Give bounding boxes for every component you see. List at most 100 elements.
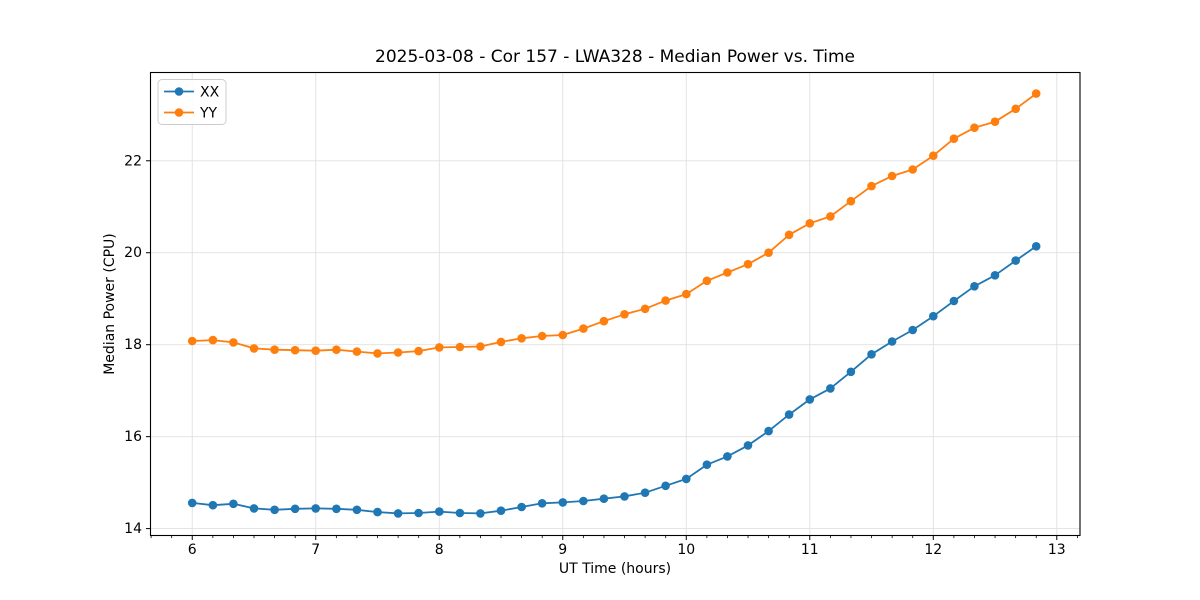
yy-marker	[496, 337, 506, 347]
yy-marker	[990, 117, 1000, 126]
yy-marker	[682, 289, 691, 299]
xx-marker	[764, 426, 773, 436]
series-xx	[187, 242, 1041, 518]
yy-marker	[476, 342, 485, 351]
yy-marker	[826, 212, 835, 221]
series-line-yy	[191, 92, 1038, 355]
yy-marker	[661, 296, 670, 305]
series-yy	[187, 89, 1041, 358]
yy-marker	[887, 171, 897, 181]
xx-marker	[661, 481, 670, 491]
xx-marker	[970, 282, 979, 291]
yy-marker	[784, 230, 794, 240]
y-tick-label: 16	[124, 429, 142, 445]
yy-marker	[846, 196, 856, 206]
yy-marker	[455, 342, 465, 352]
x-tick-label: 9	[558, 542, 567, 558]
y-tick-label: 22	[124, 153, 142, 169]
yy-marker	[208, 335, 218, 345]
xx-marker	[723, 452, 732, 461]
yy-marker	[743, 259, 753, 269]
x-tick-label: 10	[677, 542, 695, 558]
xx-marker	[435, 507, 444, 516]
xx-marker	[599, 494, 609, 504]
gridlines	[150, 72, 1080, 536]
xx-marker	[682, 474, 691, 484]
yy-marker	[929, 151, 938, 160]
legend-marker-sample	[174, 108, 184, 117]
yy-marker	[908, 165, 917, 174]
xx-marker	[537, 499, 547, 508]
axis-ticks: 6 7 8 9 10 11 12 13 14 16 18 20 22	[124, 153, 1078, 558]
xx-marker	[249, 504, 259, 513]
xx-marker	[949, 296, 959, 306]
yy-marker	[1031, 89, 1041, 98]
yy-marker	[270, 345, 279, 355]
xx-marker	[187, 498, 197, 508]
yy-marker	[640, 304, 650, 314]
yy-marker	[970, 123, 979, 132]
xx-marker	[476, 509, 485, 518]
yy-marker	[435, 343, 444, 352]
legend-marker-sample	[174, 87, 184, 96]
yy-marker	[332, 345, 341, 355]
chart-title: 2025-03-08 - Cor 157 - LWA328 - Median P…	[375, 47, 855, 67]
xx-marker	[373, 507, 382, 517]
xx-marker	[517, 502, 526, 512]
y-axis-label: Median Power (CPU)	[102, 233, 118, 375]
xx-marker	[579, 496, 588, 506]
yy-marker	[702, 276, 712, 286]
x-tick-label: 8	[435, 542, 444, 558]
xx-marker	[290, 504, 300, 514]
yy-marker	[311, 346, 321, 356]
x-tick-label: 6	[188, 542, 197, 558]
yy-marker	[373, 349, 382, 358]
xx-marker	[558, 498, 568, 507]
yy-marker	[393, 348, 403, 357]
yy-marker	[723, 268, 732, 277]
xx-marker	[887, 337, 897, 346]
yy-marker	[249, 344, 259, 353]
xx-marker	[229, 499, 238, 509]
yy-marker	[187, 336, 197, 346]
yy-marker	[805, 219, 815, 228]
xx-marker	[990, 271, 1000, 280]
x-tick-label: 12	[924, 542, 942, 558]
x-axis-label: UT Time (hours)	[558, 561, 672, 577]
yy-marker	[290, 345, 300, 355]
xx-marker	[208, 500, 218, 510]
yy-marker	[949, 134, 959, 143]
legend: XX YY	[157, 79, 227, 125]
xx-marker	[640, 488, 650, 498]
y-tick-label: 14	[124, 521, 142, 537]
plot-border	[149, 71, 1081, 537]
x-tick-label: 11	[801, 542, 819, 558]
x-tick-label: 7	[311, 542, 320, 558]
xx-marker	[826, 384, 835, 393]
y-tick-label: 20	[124, 245, 142, 261]
legend-label-yy: YY	[199, 106, 218, 122]
yy-marker	[867, 181, 876, 191]
yy-marker	[414, 346, 423, 356]
xx-marker	[805, 395, 815, 404]
yy-marker	[620, 310, 629, 319]
xx-marker	[393, 509, 403, 518]
yy-marker	[599, 316, 609, 326]
xx-marker	[620, 492, 629, 501]
xx-marker	[743, 441, 753, 450]
xx-marker	[702, 460, 712, 470]
xx-marker	[908, 325, 917, 335]
yy-marker	[764, 248, 773, 257]
xx-marker	[496, 506, 506, 515]
x-tick-label: 13	[1048, 542, 1066, 558]
series-line-xx	[191, 245, 1038, 515]
y-tick-label: 18	[124, 337, 142, 353]
yy-marker	[558, 330, 568, 340]
yy-marker	[229, 338, 238, 347]
yy-marker	[537, 331, 547, 341]
yy-marker	[579, 324, 588, 333]
xx-marker	[414, 508, 423, 518]
xx-marker	[270, 505, 279, 515]
